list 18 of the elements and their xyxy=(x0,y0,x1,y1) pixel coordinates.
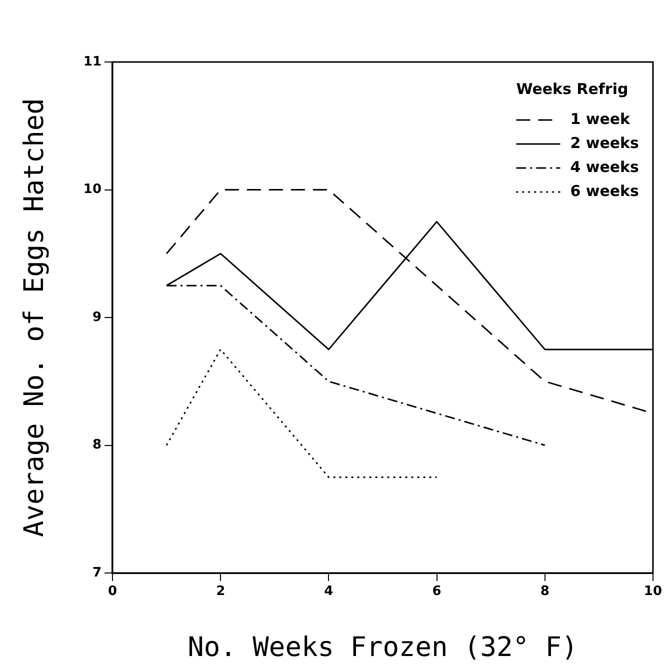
legend-label: 1 week xyxy=(570,110,632,128)
x-tick-label: 2 xyxy=(216,584,226,600)
x-tick-label: 6 xyxy=(432,584,442,600)
legend-label: 4 weeks xyxy=(570,158,640,176)
y-tick-label: 8 xyxy=(92,438,102,453)
legend-label: 2 weeks xyxy=(570,134,640,152)
legend-label: 6 weeks xyxy=(570,182,640,200)
legend-title: Weeks Refrig xyxy=(516,80,628,98)
x-tick-label: 4 xyxy=(324,584,334,600)
y-axis-title: Average No. of Eggs Hatched xyxy=(19,98,50,537)
y-tick-label: 7 xyxy=(92,565,102,580)
x-tick-label: 10 xyxy=(644,584,662,600)
x-axis-title: No. Weeks Frozen (32° F) xyxy=(188,632,578,663)
y-tick-label: 11 xyxy=(83,54,102,70)
y-tick-label: 10 xyxy=(83,182,102,198)
x-tick-label: 8 xyxy=(540,584,550,600)
y-tick-label: 9 xyxy=(92,310,102,325)
x-tick-label: 0 xyxy=(108,584,118,600)
